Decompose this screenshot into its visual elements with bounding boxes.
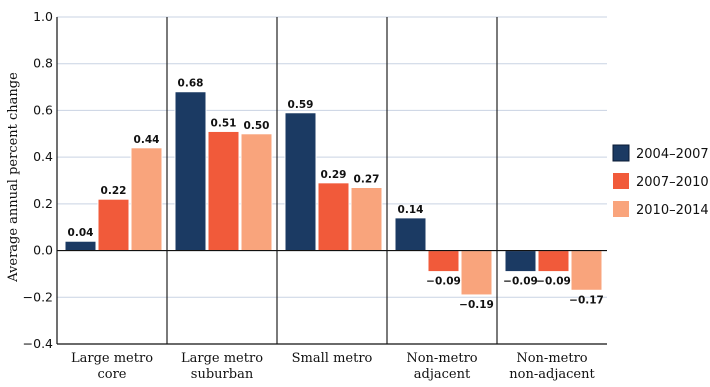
data-label: 0.04 bbox=[68, 227, 94, 239]
bar-20042007-2 bbox=[284, 112, 317, 252]
bar-20072010-3 bbox=[427, 250, 460, 273]
bar-20042007-3 bbox=[394, 217, 427, 252]
x-category-label: Large metro core bbox=[71, 351, 153, 382]
axes bbox=[56, 17, 607, 345]
legend-swatch bbox=[613, 173, 629, 189]
data-label: −0.17 bbox=[569, 294, 604, 306]
y-tick-label: −0.4 bbox=[23, 336, 53, 351]
x-category-label: Non-metro adjacent bbox=[406, 351, 477, 382]
category-labels: Large metro core Large metro suburban Small … bbox=[71, 351, 595, 382]
bar-20042007-1 bbox=[174, 91, 207, 252]
y-tick-label: 0.4 bbox=[33, 149, 53, 164]
legend-label: 2007–2010 bbox=[636, 175, 709, 190]
bar-20102014-0 bbox=[130, 147, 163, 252]
legend: 2004–2007 2007–2010 2010–2014 bbox=[612, 144, 709, 218]
y-axis-title: Average annual percent change bbox=[6, 72, 21, 283]
data-label: 0.44 bbox=[134, 134, 160, 146]
data-label: −0.09 bbox=[426, 276, 461, 288]
data-label: 0.50 bbox=[244, 120, 270, 132]
data-label: 0.59 bbox=[288, 99, 314, 111]
data-label: 0.51 bbox=[211, 117, 237, 129]
bar-20072010-0 bbox=[97, 198, 130, 252]
data-label: −0.19 bbox=[459, 299, 494, 311]
data-label: 0.68 bbox=[178, 78, 204, 90]
bar-20102014-4 bbox=[570, 250, 603, 291]
bar-20102014-2 bbox=[350, 187, 383, 252]
bar-20072010-1 bbox=[207, 130, 240, 252]
data-label: 0.29 bbox=[321, 169, 347, 181]
y-tick-label: −0.2 bbox=[23, 289, 53, 304]
bar-20042007-4 bbox=[504, 250, 537, 273]
y-tick-label: 0.6 bbox=[33, 102, 53, 117]
legend-label: 2010–2014 bbox=[636, 203, 709, 218]
bar-20042007-0 bbox=[64, 240, 97, 252]
bar-20102014-1 bbox=[240, 133, 273, 252]
bars bbox=[64, 91, 603, 296]
legend-label: 2004–2007 bbox=[636, 147, 709, 162]
y-tick-labels: −0.4 −0.2 0.0 0.2 0.4 0.6 0.8 1.0 bbox=[23, 9, 53, 351]
y-tick-label: 0.2 bbox=[33, 196, 53, 211]
x-category-label: Large metro suburban bbox=[181, 351, 263, 382]
data-label: −0.09 bbox=[536, 276, 571, 288]
data-label: 0.27 bbox=[354, 174, 380, 186]
bar-20072010-4 bbox=[537, 250, 570, 273]
bar-20072010-2 bbox=[317, 182, 350, 252]
legend-swatch bbox=[612, 144, 630, 162]
data-labels: 0.040.680.590.14−0.090.220.510.29−0.09 −0… bbox=[68, 78, 604, 311]
bar-20102014-3 bbox=[460, 250, 493, 296]
y-tick-label: 0.0 bbox=[33, 243, 53, 258]
x-category-label: Small metro bbox=[292, 351, 373, 366]
y-tick-label: 0.8 bbox=[33, 56, 53, 71]
data-label: 0.22 bbox=[101, 185, 127, 197]
data-label: 0.14 bbox=[398, 204, 424, 216]
data-label: −0.09 bbox=[503, 276, 538, 288]
legend-swatch bbox=[613, 201, 629, 217]
x-category-label: Non-metro non-adjacent bbox=[509, 351, 595, 382]
y-tick-label: 1.0 bbox=[33, 9, 53, 24]
category-separators bbox=[166, 17, 498, 344]
